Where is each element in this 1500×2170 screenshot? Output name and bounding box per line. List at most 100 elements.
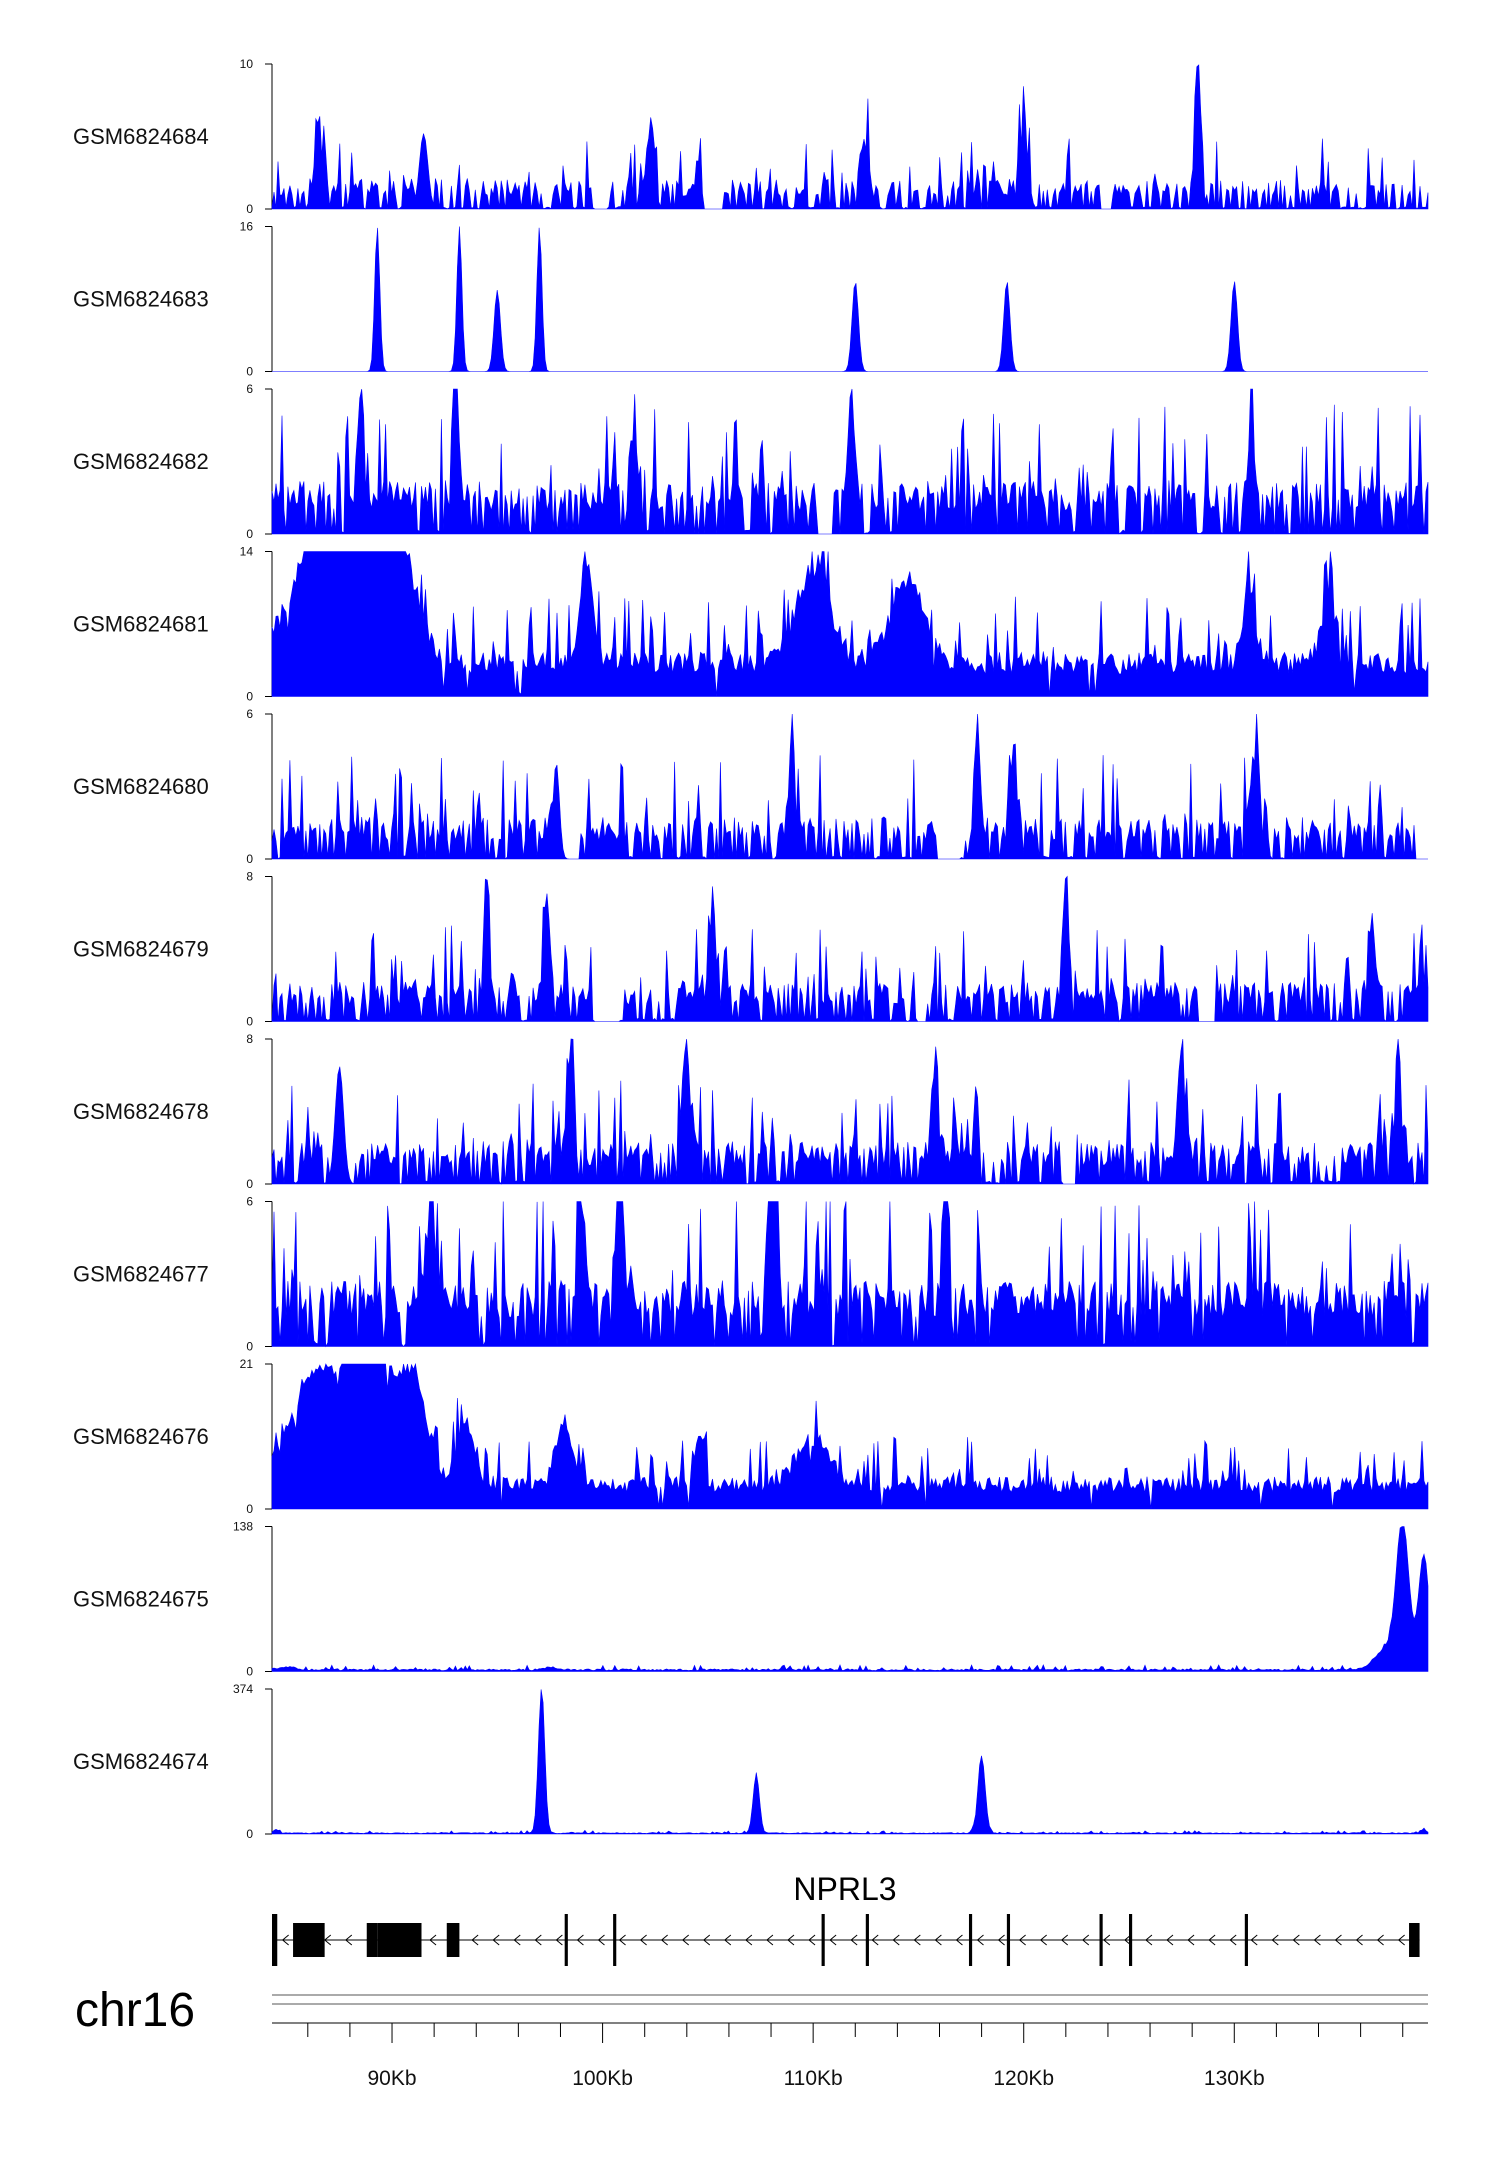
track-label: GSM6824682 (73, 449, 209, 474)
y-axis-min-label: 0 (246, 202, 253, 216)
strand-arrow (1208, 1934, 1216, 1946)
strand-arrow (1334, 1934, 1342, 1946)
exon (865, 1914, 869, 1966)
track-GSM6824675: 138 0 GSM6824675 (73, 1520, 1429, 1679)
x-tick-label: 120Kb (993, 2067, 1054, 2090)
strand-arrow (1081, 1934, 1090, 1946)
track-label: GSM6824676 (73, 1424, 209, 1449)
strand-arrow (766, 1934, 774, 1946)
y-axis-min-label: 0 (246, 1827, 253, 1841)
strand-arrow (1313, 1934, 1321, 1946)
signal-area (272, 226, 1428, 372)
track-GSM6824674: 374 0 GSM6824674 (73, 1682, 1429, 1841)
signal-area (271, 388, 1429, 535)
strand-arrow (281, 1934, 289, 1946)
track-GSM6824684: 10 0 GSM6824684 (73, 57, 1429, 216)
strand-arrow (1145, 1934, 1153, 1946)
y-axis-max-label: 8 (246, 870, 253, 884)
strand-arrow (492, 1934, 500, 1946)
strand-arrow (681, 1934, 690, 1946)
exon (377, 1923, 422, 1957)
strand-arrow (1376, 1934, 1384, 1946)
strand-arrow (618, 1934, 626, 1946)
signal-area (271, 1038, 1429, 1185)
track-label: GSM6824678 (73, 1099, 209, 1124)
strand-arrow (1229, 1934, 1237, 1946)
exon (446, 1923, 460, 1957)
exon (821, 1914, 825, 1966)
y-axis-max-label: 6 (246, 707, 253, 721)
strand-arrow (534, 1934, 542, 1946)
strand-arrow (1124, 1934, 1132, 1946)
track-label: GSM6824675 (73, 1587, 209, 1612)
exon (564, 1914, 568, 1966)
track-label: GSM6824683 (73, 287, 209, 312)
y-axis-min-label: 0 (246, 527, 253, 541)
strand-arrow (345, 1934, 353, 1946)
x-tick-label: 110Kb (784, 2067, 843, 2090)
y-axis-max-label: 8 (246, 1032, 253, 1046)
track-GSM6824678: 8 0 GSM6824678 (73, 1032, 1429, 1191)
strand-arrow (829, 1934, 837, 1946)
signal-area (271, 551, 1429, 697)
strand-arrow (1250, 1934, 1258, 1946)
track-GSM6824677: 6 0 GSM6824677 (73, 1195, 1429, 1354)
exon (613, 1914, 617, 1966)
strand-arrow (934, 1934, 942, 1946)
y-axis-min-label: 0 (246, 690, 253, 704)
y-axis-max-label: 6 (246, 1195, 253, 1209)
signal-area (271, 1362, 1429, 1510)
signal-area (271, 875, 1429, 1023)
track-label: GSM6824680 (73, 774, 209, 799)
x-tick-label: 130Kb (1204, 2067, 1265, 2090)
strand-arrow (660, 1934, 668, 1946)
exon (1409, 1923, 1420, 1957)
y-axis-max-label: 10 (240, 57, 254, 71)
strand-arrow (576, 1934, 584, 1946)
track-GSM6824682: 6 0 GSM6824682 (73, 382, 1429, 541)
y-axis-max-label: 16 (240, 220, 254, 234)
exon (272, 1914, 278, 1966)
strand-arrow (702, 1934, 711, 1946)
strand-arrow (850, 1934, 858, 1946)
track-GSM6824680: 6 0 GSM6824680 (73, 707, 1428, 866)
exon (1099, 1914, 1103, 1966)
strand-arrow (1060, 1934, 1069, 1946)
signal-area (271, 713, 1428, 860)
track-label: GSM6824681 (73, 612, 209, 637)
exon (1128, 1914, 1133, 1966)
strand-arrow (639, 1934, 647, 1946)
track-label: GSM6824679 (73, 937, 209, 962)
y-axis-max-label: 138 (233, 1520, 253, 1534)
y-axis-max-label: 21 (240, 1357, 254, 1371)
strand-arrow (1166, 1934, 1174, 1946)
track-GSM6824683: 16 0 GSM6824683 (73, 220, 1428, 379)
strand-arrow (1187, 1934, 1195, 1946)
strand-arrow (745, 1934, 753, 1946)
gene-annotation-track: NPRL3 (272, 1871, 1420, 1966)
strand-arrow (724, 1934, 732, 1946)
exon (1244, 1914, 1248, 1966)
exon (293, 1923, 325, 1957)
strand-arrow (976, 1934, 984, 1946)
y-axis-min-label: 0 (246, 852, 253, 866)
exon (968, 1914, 973, 1966)
strand-arrow (513, 1934, 521, 1946)
strand-arrow (429, 1934, 437, 1946)
track-GSM6824681: 14 0 GSM6824681 (73, 545, 1429, 704)
gene-name: NPRL3 (793, 1871, 896, 1907)
strand-arrow (1355, 1934, 1363, 1946)
strand-arrow (323, 1934, 332, 1946)
strand-arrow (1018, 1934, 1026, 1946)
y-axis-max-label: 374 (233, 1682, 253, 1696)
signal-area (271, 1689, 1429, 1835)
exon (366, 1923, 378, 1957)
y-axis-min-label: 0 (246, 1177, 253, 1191)
strand-arrow (808, 1934, 816, 1946)
signal-area (271, 1201, 1429, 1348)
strand-arrow (1397, 1934, 1405, 1946)
strand-arrow (597, 1934, 605, 1946)
y-axis-min-label: 0 (246, 1502, 253, 1516)
exon (1006, 1914, 1011, 1966)
